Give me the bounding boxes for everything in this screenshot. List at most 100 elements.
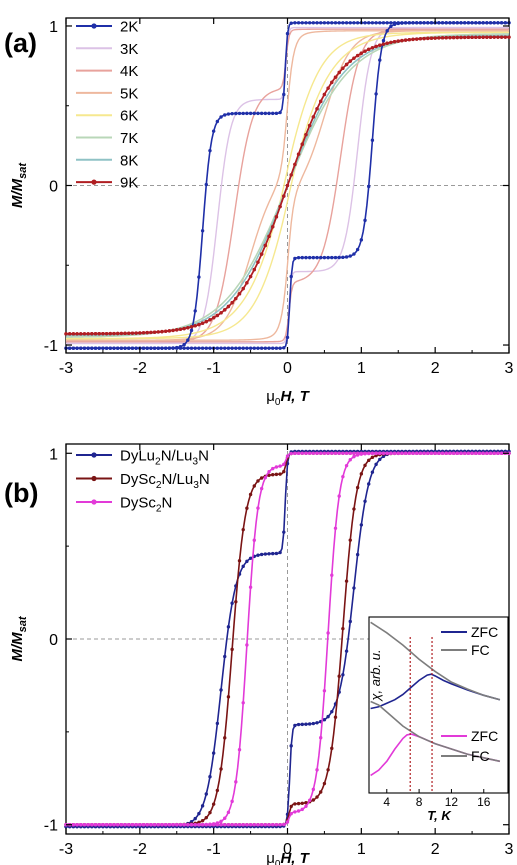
data-point (300, 451, 304, 456)
data-point (241, 564, 245, 569)
data-point (271, 466, 275, 471)
data-point (141, 823, 146, 827)
inset-legend-label: FC (471, 748, 490, 764)
data-point (477, 21, 482, 25)
data-point (330, 451, 334, 455)
data-point (175, 346, 179, 350)
data-point (289, 804, 293, 809)
data-point (282, 194, 286, 198)
data-point (293, 21, 297, 25)
data-point (396, 451, 400, 455)
data-point (304, 255, 308, 260)
legend-label-sub: 2 (155, 457, 161, 468)
panel-b-label: (b) (4, 478, 38, 508)
data-point (341, 255, 345, 260)
data-point (407, 21, 412, 25)
data-point (400, 451, 404, 455)
data-point (311, 115, 316, 119)
data-point (307, 255, 312, 260)
data-point (248, 111, 253, 116)
data-point (226, 810, 231, 815)
data-point (426, 36, 430, 41)
data-point (245, 111, 249, 116)
data-point (267, 473, 271, 477)
data-point (134, 346, 138, 350)
data-point (348, 21, 352, 25)
data-point (307, 722, 312, 726)
data-point (230, 601, 234, 605)
data-point (267, 552, 271, 556)
data-point (256, 479, 260, 483)
data-point (152, 346, 157, 350)
data-point (333, 255, 338, 260)
data-point (296, 255, 301, 260)
data-point (278, 550, 282, 555)
data-point (223, 823, 227, 827)
data-point (370, 21, 375, 25)
inset-susceptibility-plot: 4 8 12 16 ZFC FC ZFC FC χ, arb. u. T, K (368, 616, 509, 823)
data-point (234, 296, 238, 301)
inset-x-tick-label: 16 (477, 795, 491, 809)
data-point (278, 110, 282, 115)
data-point (241, 286, 245, 291)
data-point (330, 80, 334, 85)
legend-label-part: N (199, 471, 210, 488)
data-point (256, 346, 260, 350)
data-point (123, 823, 127, 827)
data-point (389, 21, 393, 25)
hysteresis-series-3 (64, 451, 511, 827)
data-point (359, 472, 364, 476)
data-point (418, 37, 423, 41)
hysteresis-branch (66, 28, 509, 343)
data-point (248, 823, 253, 827)
data-point (282, 469, 286, 474)
data-point (234, 346, 238, 350)
data-point (311, 451, 316, 455)
data-point (355, 552, 360, 557)
data-point (448, 451, 452, 455)
data-point (378, 58, 382, 62)
data-point (348, 619, 352, 624)
data-point (304, 722, 308, 726)
data-point (367, 458, 371, 463)
x-tick-label: 0 (283, 360, 292, 377)
data-point (311, 798, 316, 802)
data-point (248, 492, 253, 497)
data-point (263, 552, 268, 556)
data-point (271, 111, 275, 116)
data-point (193, 346, 197, 350)
data-point (259, 552, 264, 557)
data-point (226, 625, 231, 629)
data-point (444, 21, 448, 25)
data-point (127, 823, 131, 827)
data-point (282, 462, 286, 466)
data-point (215, 313, 220, 318)
inset-x-tick-label: 4 (383, 795, 390, 809)
data-point (344, 649, 349, 653)
data-point (326, 451, 330, 455)
data-point (282, 92, 286, 97)
data-point (359, 51, 364, 55)
data-point (385, 451, 389, 455)
data-point (130, 331, 135, 335)
x-tick-label: -1 (207, 841, 221, 858)
data-point (322, 92, 327, 97)
data-point (252, 111, 256, 116)
data-point (237, 559, 242, 563)
data-point (119, 823, 124, 827)
data-point (341, 66, 345, 70)
data-point (289, 274, 293, 279)
data-point (470, 21, 474, 25)
data-point (271, 551, 275, 556)
data-point (189, 328, 194, 333)
data-point (282, 530, 286, 534)
data-point (459, 21, 463, 25)
data-point (263, 346, 268, 350)
data-point (363, 49, 367, 53)
data-point (470, 451, 474, 455)
data-point (437, 36, 441, 40)
data-point (200, 321, 205, 325)
data-point (455, 35, 460, 40)
data-point (293, 723, 297, 728)
data-point (67, 332, 72, 336)
